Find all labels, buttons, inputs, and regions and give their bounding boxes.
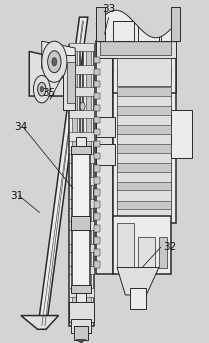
- Bar: [117, 58, 171, 86]
- Bar: [69, 87, 94, 96]
- Bar: [117, 182, 171, 190]
- Bar: [69, 177, 94, 185]
- Bar: [94, 141, 100, 147]
- Bar: [72, 147, 90, 292]
- Bar: [117, 69, 171, 77]
- Bar: [117, 87, 171, 96]
- Bar: [83, 45, 94, 326]
- Bar: [94, 153, 100, 159]
- Bar: [117, 106, 171, 115]
- Bar: [74, 326, 88, 340]
- Polygon shape: [29, 51, 75, 96]
- Bar: [130, 288, 146, 309]
- Bar: [69, 288, 94, 297]
- Circle shape: [38, 82, 46, 96]
- Polygon shape: [21, 316, 59, 329]
- Bar: [69, 45, 80, 326]
- Bar: [138, 21, 159, 41]
- Bar: [94, 249, 100, 256]
- Bar: [94, 237, 100, 244]
- Bar: [69, 110, 94, 118]
- Bar: [117, 58, 171, 216]
- Circle shape: [33, 75, 50, 103]
- Bar: [71, 319, 91, 333]
- Bar: [96, 41, 113, 274]
- Circle shape: [80, 102, 85, 110]
- Bar: [94, 213, 100, 220]
- Bar: [117, 144, 171, 153]
- Bar: [63, 55, 75, 110]
- Bar: [69, 154, 94, 163]
- Bar: [94, 201, 100, 208]
- Text: 35: 35: [42, 88, 55, 98]
- Bar: [117, 125, 171, 134]
- Bar: [94, 93, 100, 99]
- Bar: [71, 216, 90, 230]
- Bar: [159, 237, 167, 268]
- Bar: [69, 43, 94, 51]
- Bar: [69, 132, 94, 141]
- Text: 32: 32: [163, 243, 176, 252]
- Bar: [94, 117, 100, 123]
- Bar: [100, 38, 171, 55]
- Bar: [171, 7, 180, 41]
- Bar: [67, 62, 75, 103]
- Polygon shape: [42, 41, 75, 75]
- Polygon shape: [38, 17, 88, 329]
- Bar: [86, 48, 91, 322]
- Bar: [94, 129, 100, 135]
- Bar: [71, 285, 91, 293]
- Bar: [117, 201, 171, 209]
- Bar: [113, 216, 171, 274]
- Bar: [69, 199, 94, 208]
- Bar: [94, 81, 100, 87]
- Bar: [72, 48, 77, 322]
- Bar: [76, 137, 86, 316]
- Bar: [113, 21, 134, 41]
- Bar: [94, 177, 100, 184]
- Circle shape: [42, 41, 67, 82]
- Circle shape: [40, 86, 43, 92]
- Bar: [69, 65, 94, 74]
- Bar: [94, 165, 100, 172]
- Circle shape: [52, 58, 57, 66]
- Bar: [94, 69, 100, 75]
- Bar: [69, 310, 94, 319]
- Bar: [69, 302, 94, 322]
- Bar: [96, 34, 176, 58]
- Text: 33: 33: [102, 4, 115, 14]
- Bar: [138, 237, 155, 268]
- Bar: [113, 51, 176, 93]
- Bar: [96, 144, 115, 165]
- Bar: [94, 225, 100, 232]
- Bar: [69, 221, 94, 230]
- Bar: [113, 51, 176, 223]
- Bar: [94, 189, 100, 196]
- Bar: [94, 261, 100, 268]
- Bar: [96, 7, 104, 41]
- Circle shape: [48, 51, 61, 73]
- Bar: [161, 21, 176, 41]
- Polygon shape: [117, 268, 159, 295]
- Bar: [117, 223, 134, 268]
- Bar: [96, 117, 115, 137]
- Bar: [171, 110, 192, 158]
- Polygon shape: [76, 340, 86, 343]
- Bar: [94, 57, 100, 63]
- Text: 31: 31: [10, 191, 24, 201]
- Bar: [94, 105, 100, 111]
- Text: 34: 34: [15, 122, 28, 132]
- Bar: [71, 146, 91, 154]
- Bar: [69, 244, 94, 252]
- Bar: [69, 266, 94, 274]
- Bar: [117, 163, 171, 172]
